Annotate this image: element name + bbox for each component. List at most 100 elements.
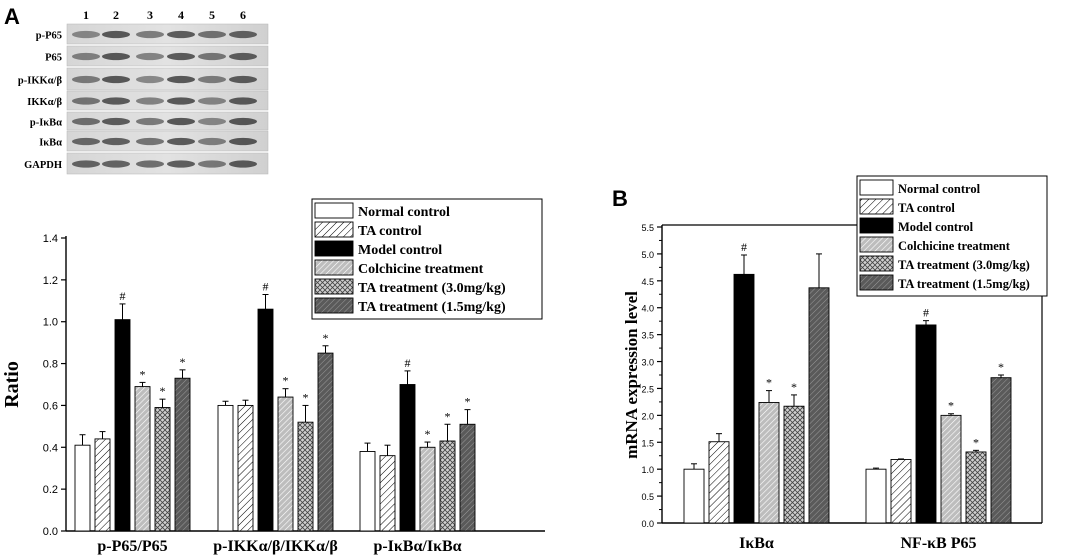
significance-mark: *	[323, 331, 329, 345]
significance-mark: *	[948, 399, 954, 413]
legend-label: TA treatment (1.5mg/kg)	[898, 277, 1030, 291]
bar	[708, 441, 730, 524]
blot-band	[72, 30, 100, 39]
significance-mark: *	[160, 384, 166, 398]
blot-band	[229, 52, 257, 61]
y-tick-label: 4.0	[641, 304, 654, 314]
blot-band	[198, 52, 226, 61]
blot-band	[167, 75, 195, 84]
bar	[733, 273, 755, 524]
blot-band	[72, 160, 100, 168]
blot-band	[136, 75, 164, 84]
significance-mark: #	[120, 289, 126, 303]
significance-mark: *	[140, 367, 146, 381]
y-tick-label: 1.2	[43, 275, 58, 287]
bar	[865, 468, 887, 524]
blot-band	[72, 52, 100, 61]
blot-band	[72, 97, 100, 105]
significance-mark: *	[998, 360, 1004, 374]
y-tick-label: 0.6	[43, 400, 58, 412]
bar	[154, 407, 171, 532]
blot-row-label: p-IκBα	[30, 118, 62, 129]
legend-label: TA control	[358, 224, 422, 239]
significance-mark: *	[791, 380, 797, 394]
bar	[459, 423, 476, 532]
legend-label: Model control	[358, 243, 442, 258]
bar	[965, 451, 987, 524]
bar	[297, 421, 314, 532]
legend-label: Normal control	[898, 182, 981, 196]
bar	[74, 444, 91, 532]
significance-mark: *	[465, 395, 471, 409]
blot-band	[198, 117, 226, 126]
bar	[217, 404, 234, 532]
significance-mark: *	[303, 390, 309, 404]
category-label: p-IκBα/IκBα	[373, 538, 461, 555]
blot-row-label: P65	[45, 53, 62, 64]
lane-number: 1	[83, 8, 89, 22]
y-tick-label: 1.0	[641, 465, 654, 475]
blot-band	[229, 137, 257, 146]
blot-band	[102, 75, 130, 84]
blot-row-label: GAPDH	[24, 160, 62, 171]
significance-mark: #	[263, 280, 269, 294]
bar	[114, 319, 131, 532]
legend-swatch	[314, 278, 354, 295]
bar	[399, 384, 416, 532]
bar	[808, 287, 830, 524]
blot-band	[72, 117, 100, 126]
bar	[419, 446, 436, 532]
significance-mark: *	[445, 409, 451, 423]
blot-band	[229, 75, 257, 84]
blot-band	[102, 160, 130, 168]
bar	[890, 459, 912, 524]
blot-band	[167, 117, 195, 126]
bar	[277, 396, 294, 532]
blot-band	[167, 97, 195, 105]
bar	[94, 438, 111, 532]
significance-mark: #	[741, 240, 747, 254]
y-tick-label: 3.5	[641, 331, 654, 341]
blot-band	[167, 160, 195, 168]
y-tick-label: 0.8	[43, 359, 58, 371]
y-tick-label: 0.2	[43, 484, 58, 496]
bar	[237, 404, 254, 532]
y-tick-label: 0.5	[641, 492, 654, 502]
bar	[134, 386, 151, 532]
lane-number: 2	[113, 8, 119, 22]
bar	[758, 401, 780, 524]
blot-band	[198, 97, 226, 105]
bar	[359, 451, 376, 532]
y-tick-label: 5.0	[641, 250, 654, 260]
category-label: NF-κB P65	[901, 535, 977, 552]
legend-label: Colchicine treatment	[358, 262, 484, 277]
y-tick-label: 0.4	[43, 442, 58, 454]
y-tick-label: 4.5	[641, 277, 654, 287]
legend-swatch	[859, 179, 894, 196]
legend-label: TA treatment (3.0mg/kg)	[358, 281, 506, 296]
bar	[940, 414, 962, 524]
legend-swatch	[314, 297, 354, 314]
y-tick-label: 2.0	[641, 411, 654, 421]
legend-label: TA control	[898, 201, 955, 215]
blot-row-label: p-P65	[36, 31, 62, 42]
y-tick-label: 5.5	[641, 223, 654, 233]
panel-a-letter: A	[4, 4, 20, 29]
bar	[379, 455, 396, 532]
blot-band	[167, 30, 195, 39]
blot-band	[102, 52, 130, 61]
category-label: p-P65/P65	[97, 538, 167, 555]
y-tick-label: 1.0	[43, 317, 58, 329]
legend-label: Normal control	[358, 205, 450, 220]
y-tick-label: 1.5	[641, 438, 654, 448]
y-axis-label: Ratio	[1, 361, 23, 408]
blot-row-label: IKKα/β	[27, 97, 62, 108]
chart-b: 0.0 0.5 1.0 1.5 2.0 2.5 3.0 3.5 4.0 4.5 5.0 5.5 mRNA…	[622, 175, 1048, 552]
y-tick-label: 2.5	[641, 384, 654, 394]
legend-label: Colchicine treatment	[898, 239, 1011, 253]
legend-swatch	[859, 274, 894, 291]
blot-band	[136, 137, 164, 146]
blot-band	[198, 160, 226, 168]
blot-band	[72, 75, 100, 84]
